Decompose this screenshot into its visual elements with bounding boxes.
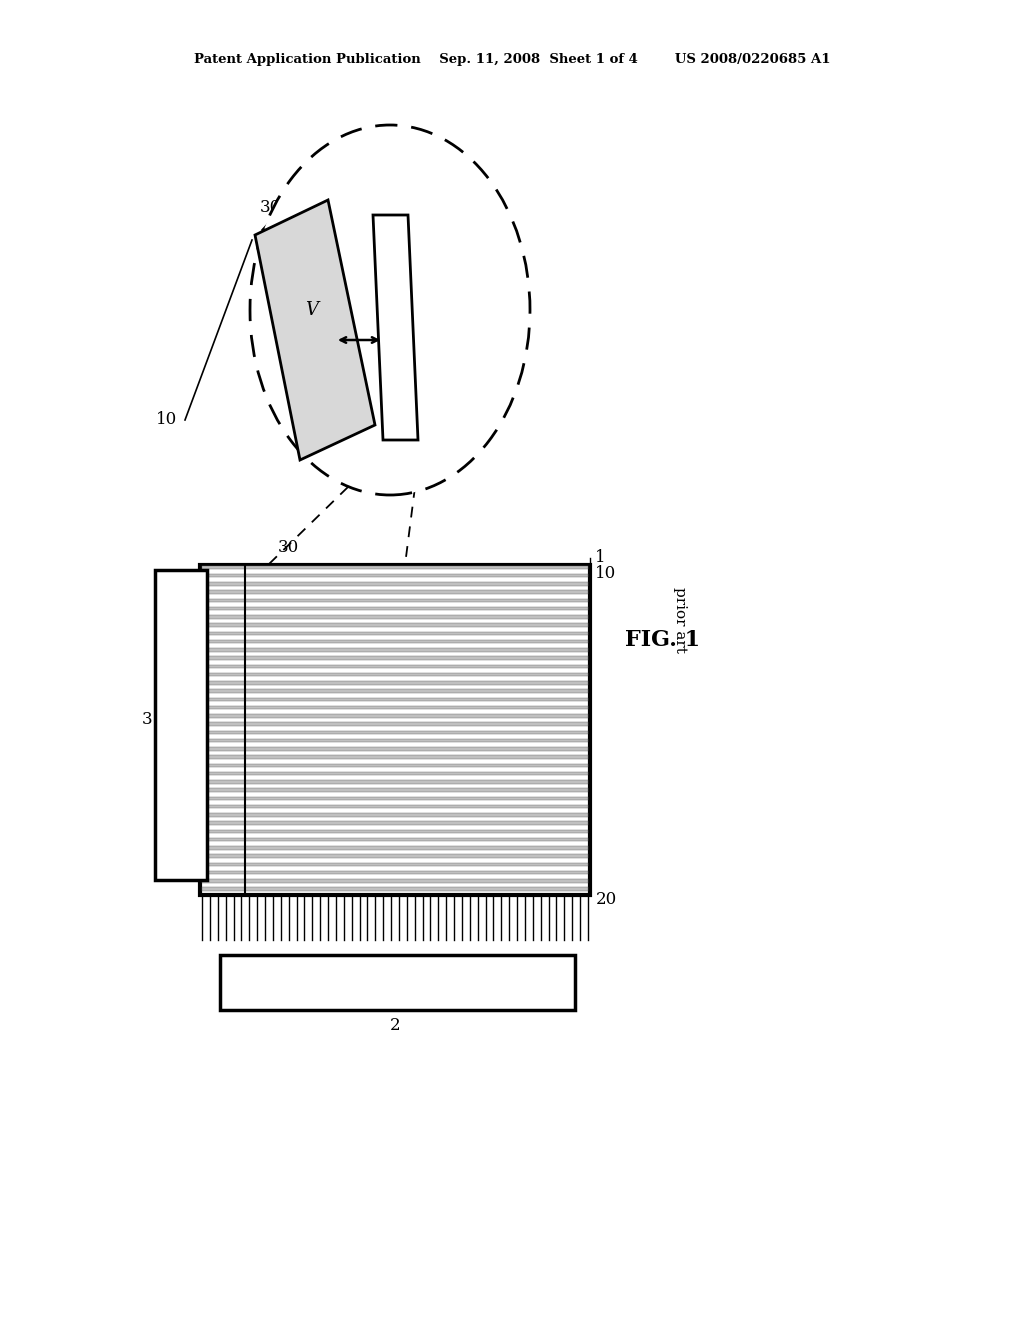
Text: V: V [305,301,318,319]
Bar [202,813,588,817]
Text: 20: 20 [596,891,617,908]
Bar [202,565,588,569]
Bar [202,821,588,825]
Bar [202,673,588,676]
Bar [202,887,588,891]
Bar [202,780,588,784]
Bar [202,796,588,800]
Bar [202,706,588,709]
Bar [202,722,588,726]
Ellipse shape [250,125,530,495]
Bar [202,730,588,734]
Bar [202,648,588,652]
Bar [202,747,588,751]
Bar [202,805,588,808]
Text: 1: 1 [595,549,605,566]
Bar [202,829,588,833]
Bar [202,854,588,858]
Text: prior art: prior art [673,587,687,653]
Bar [202,697,588,701]
Bar [155,570,207,880]
Bar [202,656,588,660]
Bar [202,623,588,627]
Bar [202,574,588,577]
Text: 2: 2 [390,1016,400,1034]
Text: Patent Application Publication    Sep. 11, 2008  Sheet 1 of 4        US 2008/022: Patent Application Publication Sep. 11, … [194,54,830,66]
Bar [202,664,588,668]
Bar [202,590,588,594]
Text: 3: 3 [141,711,152,729]
Bar [202,607,588,610]
Bar [202,689,588,693]
Bar [202,598,588,602]
Bar [202,615,588,619]
Bar [202,862,588,866]
Bar [202,788,588,792]
Bar [202,838,588,841]
Bar [202,640,588,643]
Polygon shape [373,215,418,440]
Text: 10: 10 [595,565,616,582]
Bar [202,631,588,635]
Text: 10: 10 [157,412,177,429]
Bar [202,871,588,874]
Bar [202,582,588,586]
Bar [202,772,588,775]
Bar [220,954,575,1010]
Bar [202,846,588,850]
Bar [202,879,588,883]
Bar [202,714,588,718]
Text: 30: 30 [259,199,281,216]
Bar [200,565,590,895]
Text: 30: 30 [278,540,299,557]
Text: 20: 20 [394,140,416,157]
Bar [202,681,588,685]
Bar [202,763,588,767]
Bar [202,739,588,742]
Text: FIG. 1: FIG. 1 [625,630,700,651]
Polygon shape [255,201,375,459]
Bar [202,755,588,759]
